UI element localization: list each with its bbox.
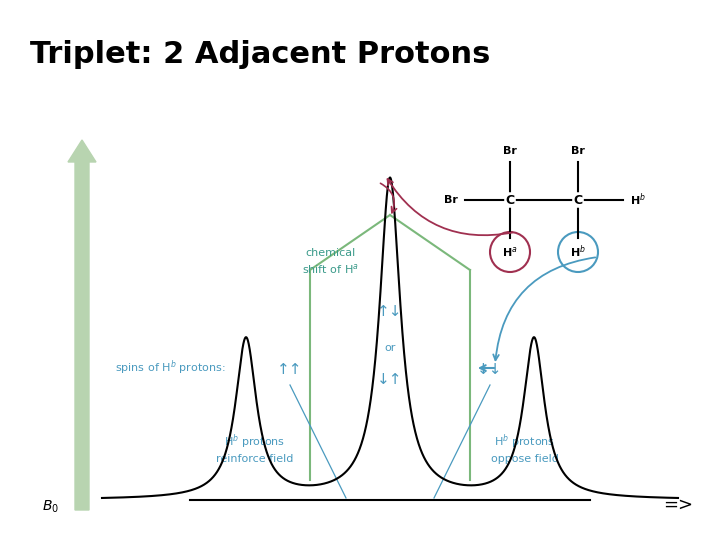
Text: C: C: [505, 193, 515, 206]
FancyArrowPatch shape: [480, 365, 494, 371]
Text: H$^b$: H$^b$: [570, 244, 586, 260]
Text: ↑↓: ↑↓: [377, 305, 402, 320]
Text: Br: Br: [444, 195, 458, 205]
Text: H$^a$: H$^a$: [502, 245, 518, 259]
Text: C: C: [573, 193, 582, 206]
FancyArrowPatch shape: [380, 183, 397, 213]
Text: H$^b$ protons
reinforce field: H$^b$ protons reinforce field: [216, 432, 294, 464]
Text: Br: Br: [571, 146, 585, 156]
FancyArrowPatch shape: [387, 179, 512, 235]
Text: or: or: [384, 343, 396, 353]
Text: Br: Br: [503, 146, 517, 156]
Text: =>: =>: [663, 496, 693, 514]
Text: $B_0$: $B_0$: [42, 498, 59, 515]
Text: ↓↑: ↓↑: [377, 373, 402, 388]
FancyArrowPatch shape: [493, 258, 595, 360]
Text: chemical
shift of H$^a$: chemical shift of H$^a$: [302, 248, 359, 276]
Text: spins of H$^b$ protons:: spins of H$^b$ protons:: [115, 359, 225, 377]
Text: H$^b$ protons
oppose field: H$^b$ protons oppose field: [491, 432, 559, 464]
Text: ↓↓: ↓↓: [477, 362, 503, 377]
FancyArrow shape: [68, 140, 96, 510]
Text: H$^b$: H$^b$: [630, 192, 646, 208]
Text: ↑↑: ↑↑: [277, 362, 302, 377]
Text: Triplet: 2 Adjacent Protons: Triplet: 2 Adjacent Protons: [30, 40, 490, 69]
